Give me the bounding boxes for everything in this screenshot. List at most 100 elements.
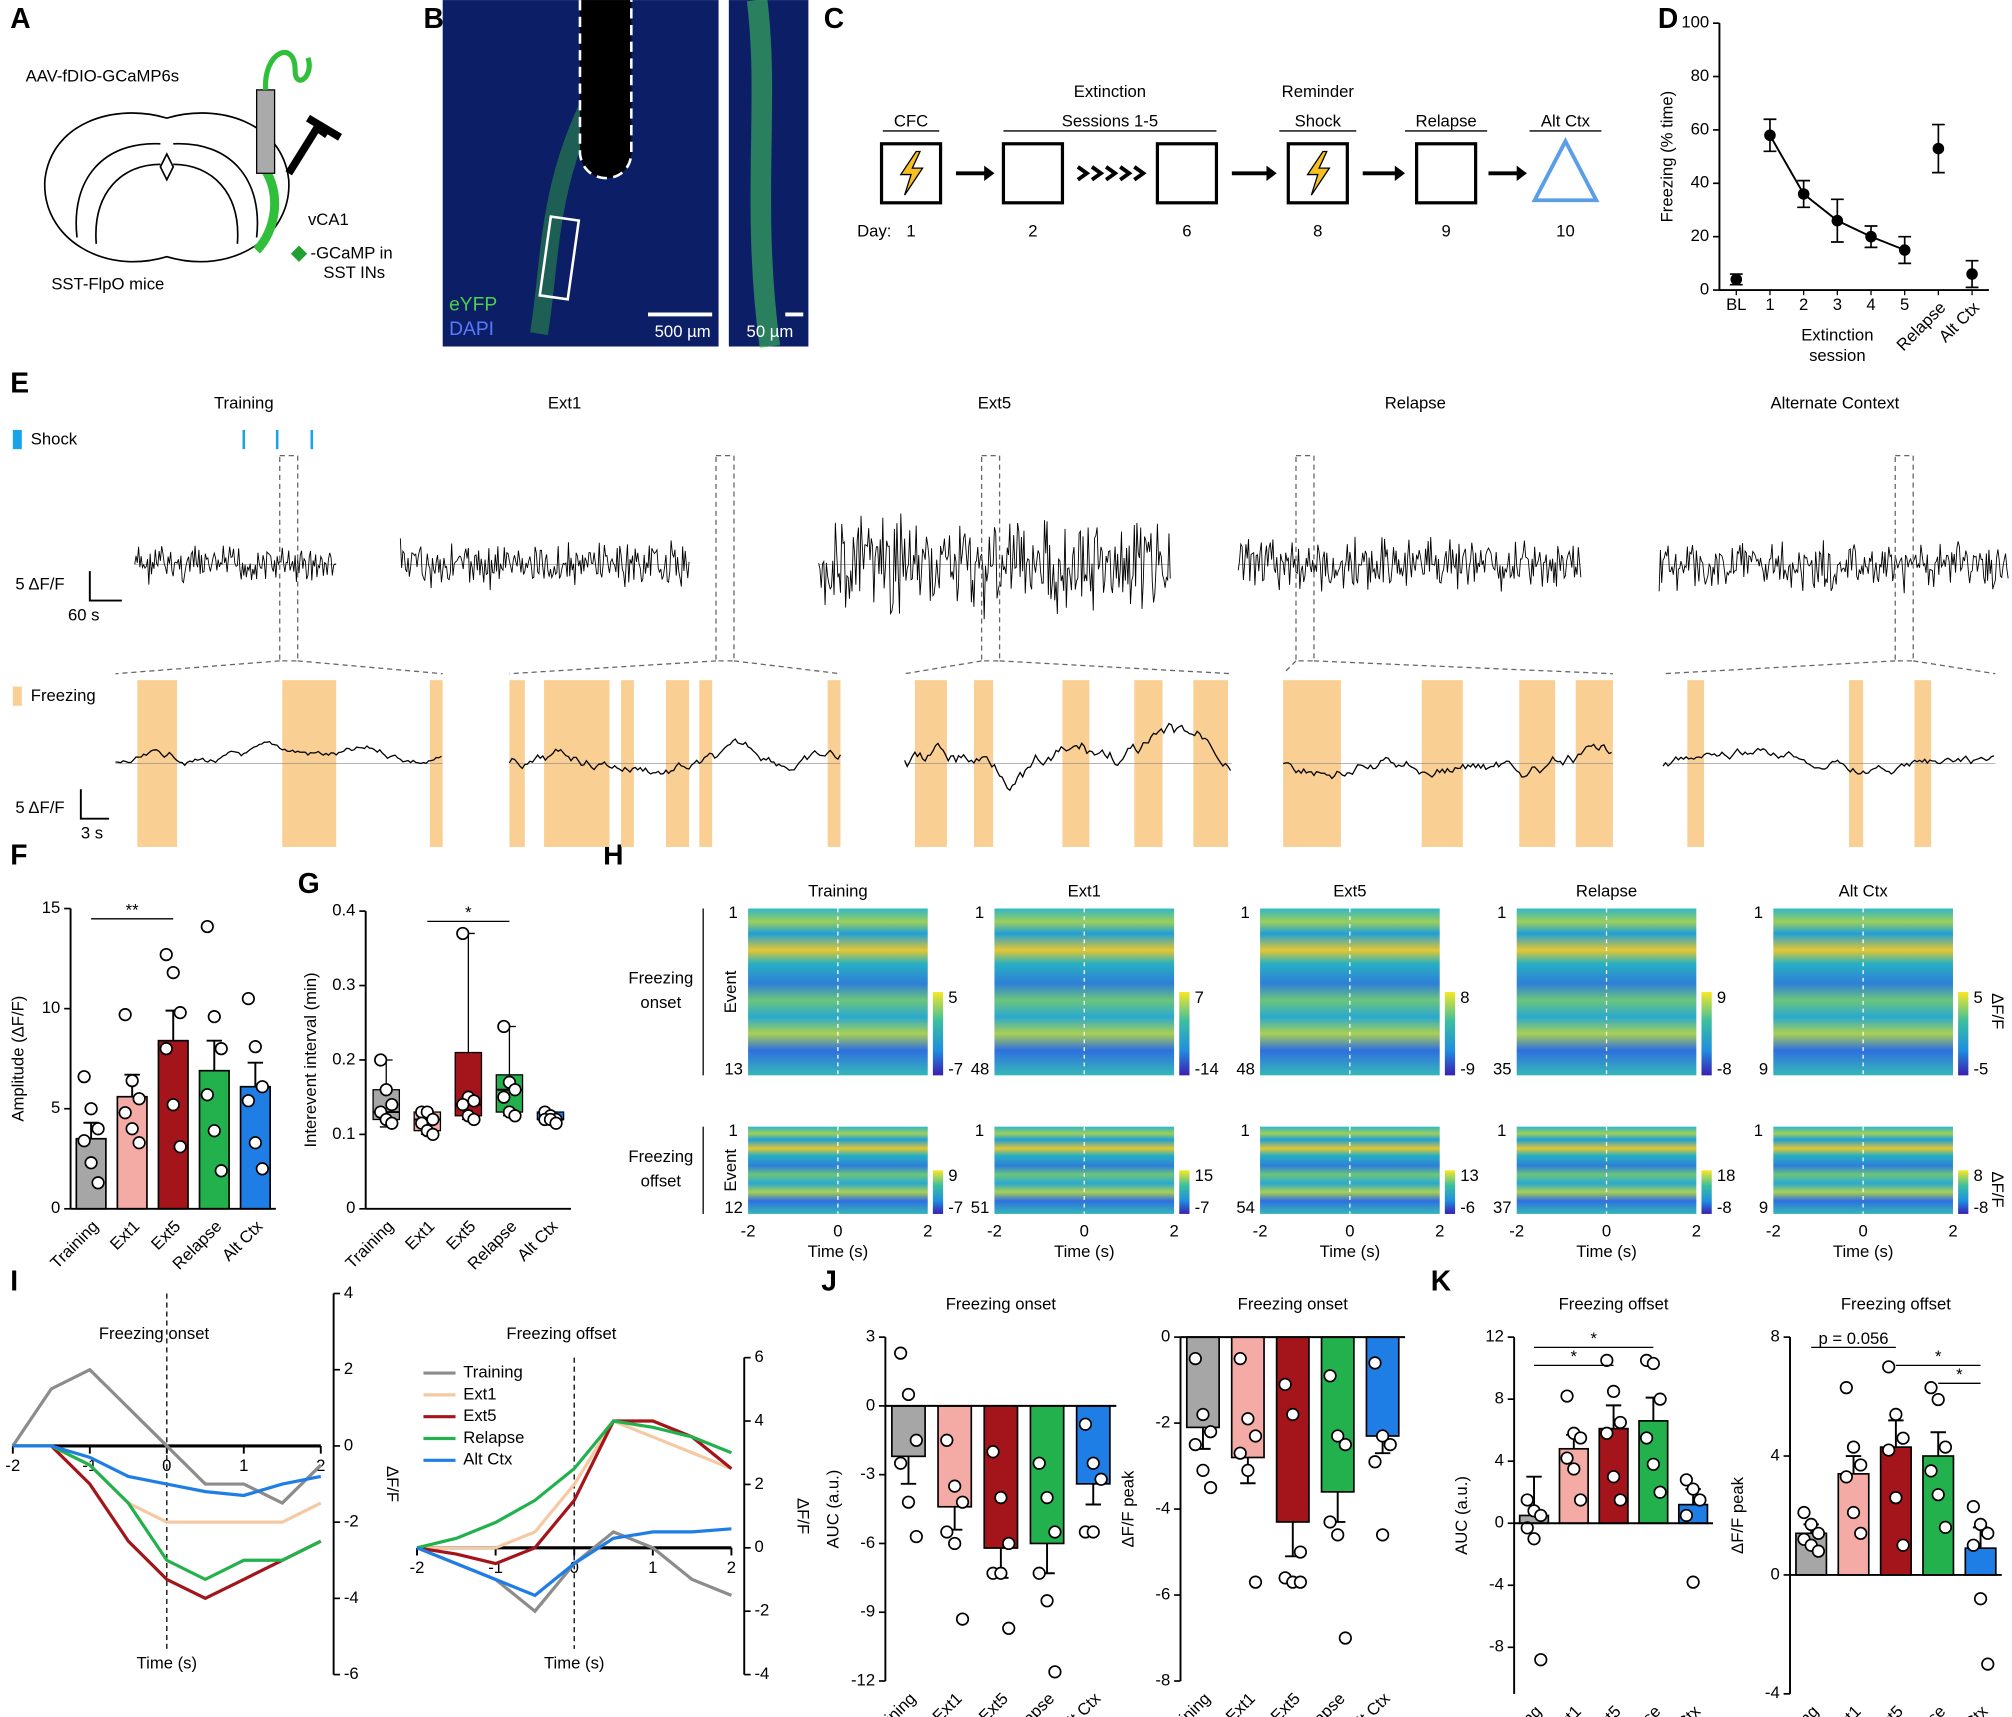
significance-label: * bbox=[1590, 1329, 1597, 1348]
label: 51 bbox=[971, 1198, 990, 1217]
data-point bbox=[1653, 1485, 1667, 1499]
chart-title: Freezing onset bbox=[99, 1324, 210, 1343]
data-point bbox=[508, 1083, 522, 1097]
x-tick-label: 4 bbox=[1866, 295, 1875, 314]
data-point bbox=[1600, 1426, 1614, 1440]
label: ΔF/F bbox=[1988, 993, 2007, 1029]
data-point bbox=[159, 947, 173, 962]
label: 50 µm bbox=[747, 322, 794, 341]
y-tick-label: 0 bbox=[1700, 279, 1709, 298]
label: CFC bbox=[894, 111, 928, 130]
panel-label: F bbox=[10, 839, 27, 871]
data-point bbox=[1196, 1407, 1210, 1422]
error-bar bbox=[1930, 1431, 1946, 1457]
label: 1 bbox=[906, 222, 915, 241]
label: Training bbox=[214, 394, 274, 413]
y-tick-label: -6 bbox=[344, 1664, 359, 1683]
y-tick-label: 4 bbox=[344, 1283, 353, 1302]
y-axis-label: ΔF/F peak bbox=[1119, 1470, 1138, 1548]
error-bar bbox=[1605, 1404, 1622, 1429]
data-point bbox=[159, 1042, 173, 1056]
data-point bbox=[1248, 1429, 1263, 1443]
data-point bbox=[1368, 1356, 1382, 1370]
zoom-window bbox=[279, 454, 299, 662]
data-point bbox=[426, 1127, 440, 1141]
colorbar bbox=[1701, 991, 1712, 1076]
label: -2 bbox=[1253, 1221, 1268, 1240]
data-point bbox=[1646, 1356, 1660, 1371]
data-point bbox=[374, 1053, 388, 1067]
fiber-cable bbox=[263, 49, 312, 91]
y-tick-label: 3 bbox=[866, 1327, 875, 1346]
label: -8 bbox=[1717, 1060, 1732, 1079]
heatmap-illustration bbox=[1260, 1126, 1440, 1214]
data-point bbox=[1368, 1455, 1382, 1469]
y-axis-label: ΔF/F peak bbox=[1728, 1476, 1747, 1554]
chevron bbox=[1104, 165, 1119, 182]
zoom-lines bbox=[904, 660, 1232, 675]
data-point bbox=[456, 1098, 470, 1112]
data-point bbox=[508, 1109, 522, 1123]
error-bar bbox=[206, 1039, 222, 1071]
legend-label: Relapse bbox=[463, 1428, 524, 1447]
data-point bbox=[248, 1136, 262, 1150]
label: 18 bbox=[1717, 1166, 1736, 1185]
data-point bbox=[1338, 1631, 1352, 1645]
bar bbox=[1075, 1405, 1111, 1485]
bar bbox=[1275, 1336, 1310, 1523]
data-point bbox=[1882, 1443, 1896, 1457]
label: -14 bbox=[1195, 1060, 1219, 1079]
data-point bbox=[1653, 1392, 1667, 1406]
colorbar bbox=[1958, 991, 1969, 1076]
data-point bbox=[1839, 1470, 1853, 1484]
trace-illustration bbox=[904, 722, 1232, 792]
trace-illustration bbox=[1662, 747, 1995, 775]
panel-label: K bbox=[1431, 1265, 1452, 1297]
data-point bbox=[1686, 1482, 1700, 1496]
data-point bbox=[1573, 1493, 1588, 1507]
data-point bbox=[1188, 1352, 1202, 1366]
data-point bbox=[200, 1088, 214, 1102]
data-point bbox=[1534, 1653, 1548, 1667]
data-point bbox=[497, 1090, 511, 1104]
data-point bbox=[1924, 1464, 1938, 1478]
zoom-window bbox=[1295, 454, 1315, 662]
y-tick-label: -8 bbox=[1155, 1670, 1170, 1689]
y-tick-label: -8 bbox=[1489, 1637, 1504, 1656]
data-point bbox=[1241, 1412, 1255, 1426]
label: Ext1 bbox=[548, 394, 581, 413]
chevron bbox=[1133, 165, 1147, 182]
data-point bbox=[173, 1140, 187, 1154]
data-point bbox=[1078, 1417, 1093, 1431]
brain-inner bbox=[75, 142, 259, 244]
x-tick-label: 2 bbox=[1799, 295, 1808, 314]
data-point bbox=[549, 1116, 563, 1130]
legend-label: Alt Ctx bbox=[463, 1450, 513, 1469]
fiber bbox=[255, 89, 276, 174]
y-tick-label: -4 bbox=[755, 1664, 770, 1683]
trace-illustration bbox=[134, 545, 337, 585]
data-point bbox=[1293, 1545, 1308, 1559]
y-tick-label: -2 bbox=[755, 1601, 770, 1620]
data-point bbox=[1811, 1544, 1825, 1558]
trace-illustration bbox=[399, 538, 690, 591]
x-tick-label: Training bbox=[342, 1217, 398, 1273]
legend-label: Training bbox=[463, 1362, 523, 1381]
data-point bbox=[1898, 244, 1911, 256]
label: Shock bbox=[1295, 111, 1342, 130]
data-point bbox=[1278, 1377, 1292, 1392]
data-point bbox=[77, 1070, 91, 1084]
data-point bbox=[166, 965, 180, 980]
label: 1 bbox=[1497, 1121, 1506, 1140]
data-point bbox=[1573, 1431, 1588, 1445]
y-tick-label: 2 bbox=[755, 1474, 764, 1493]
bar bbox=[1320, 1336, 1355, 1493]
scale-bar bbox=[88, 571, 122, 602]
chart-title: Freezing offset bbox=[506, 1324, 616, 1343]
data-point bbox=[1086, 1456, 1100, 1470]
trace-illustration bbox=[1282, 743, 1612, 780]
data-point bbox=[1797, 188, 1810, 200]
data-point bbox=[248, 1040, 262, 1054]
data-point bbox=[1331, 1429, 1345, 1443]
zoom-lines bbox=[115, 660, 443, 675]
